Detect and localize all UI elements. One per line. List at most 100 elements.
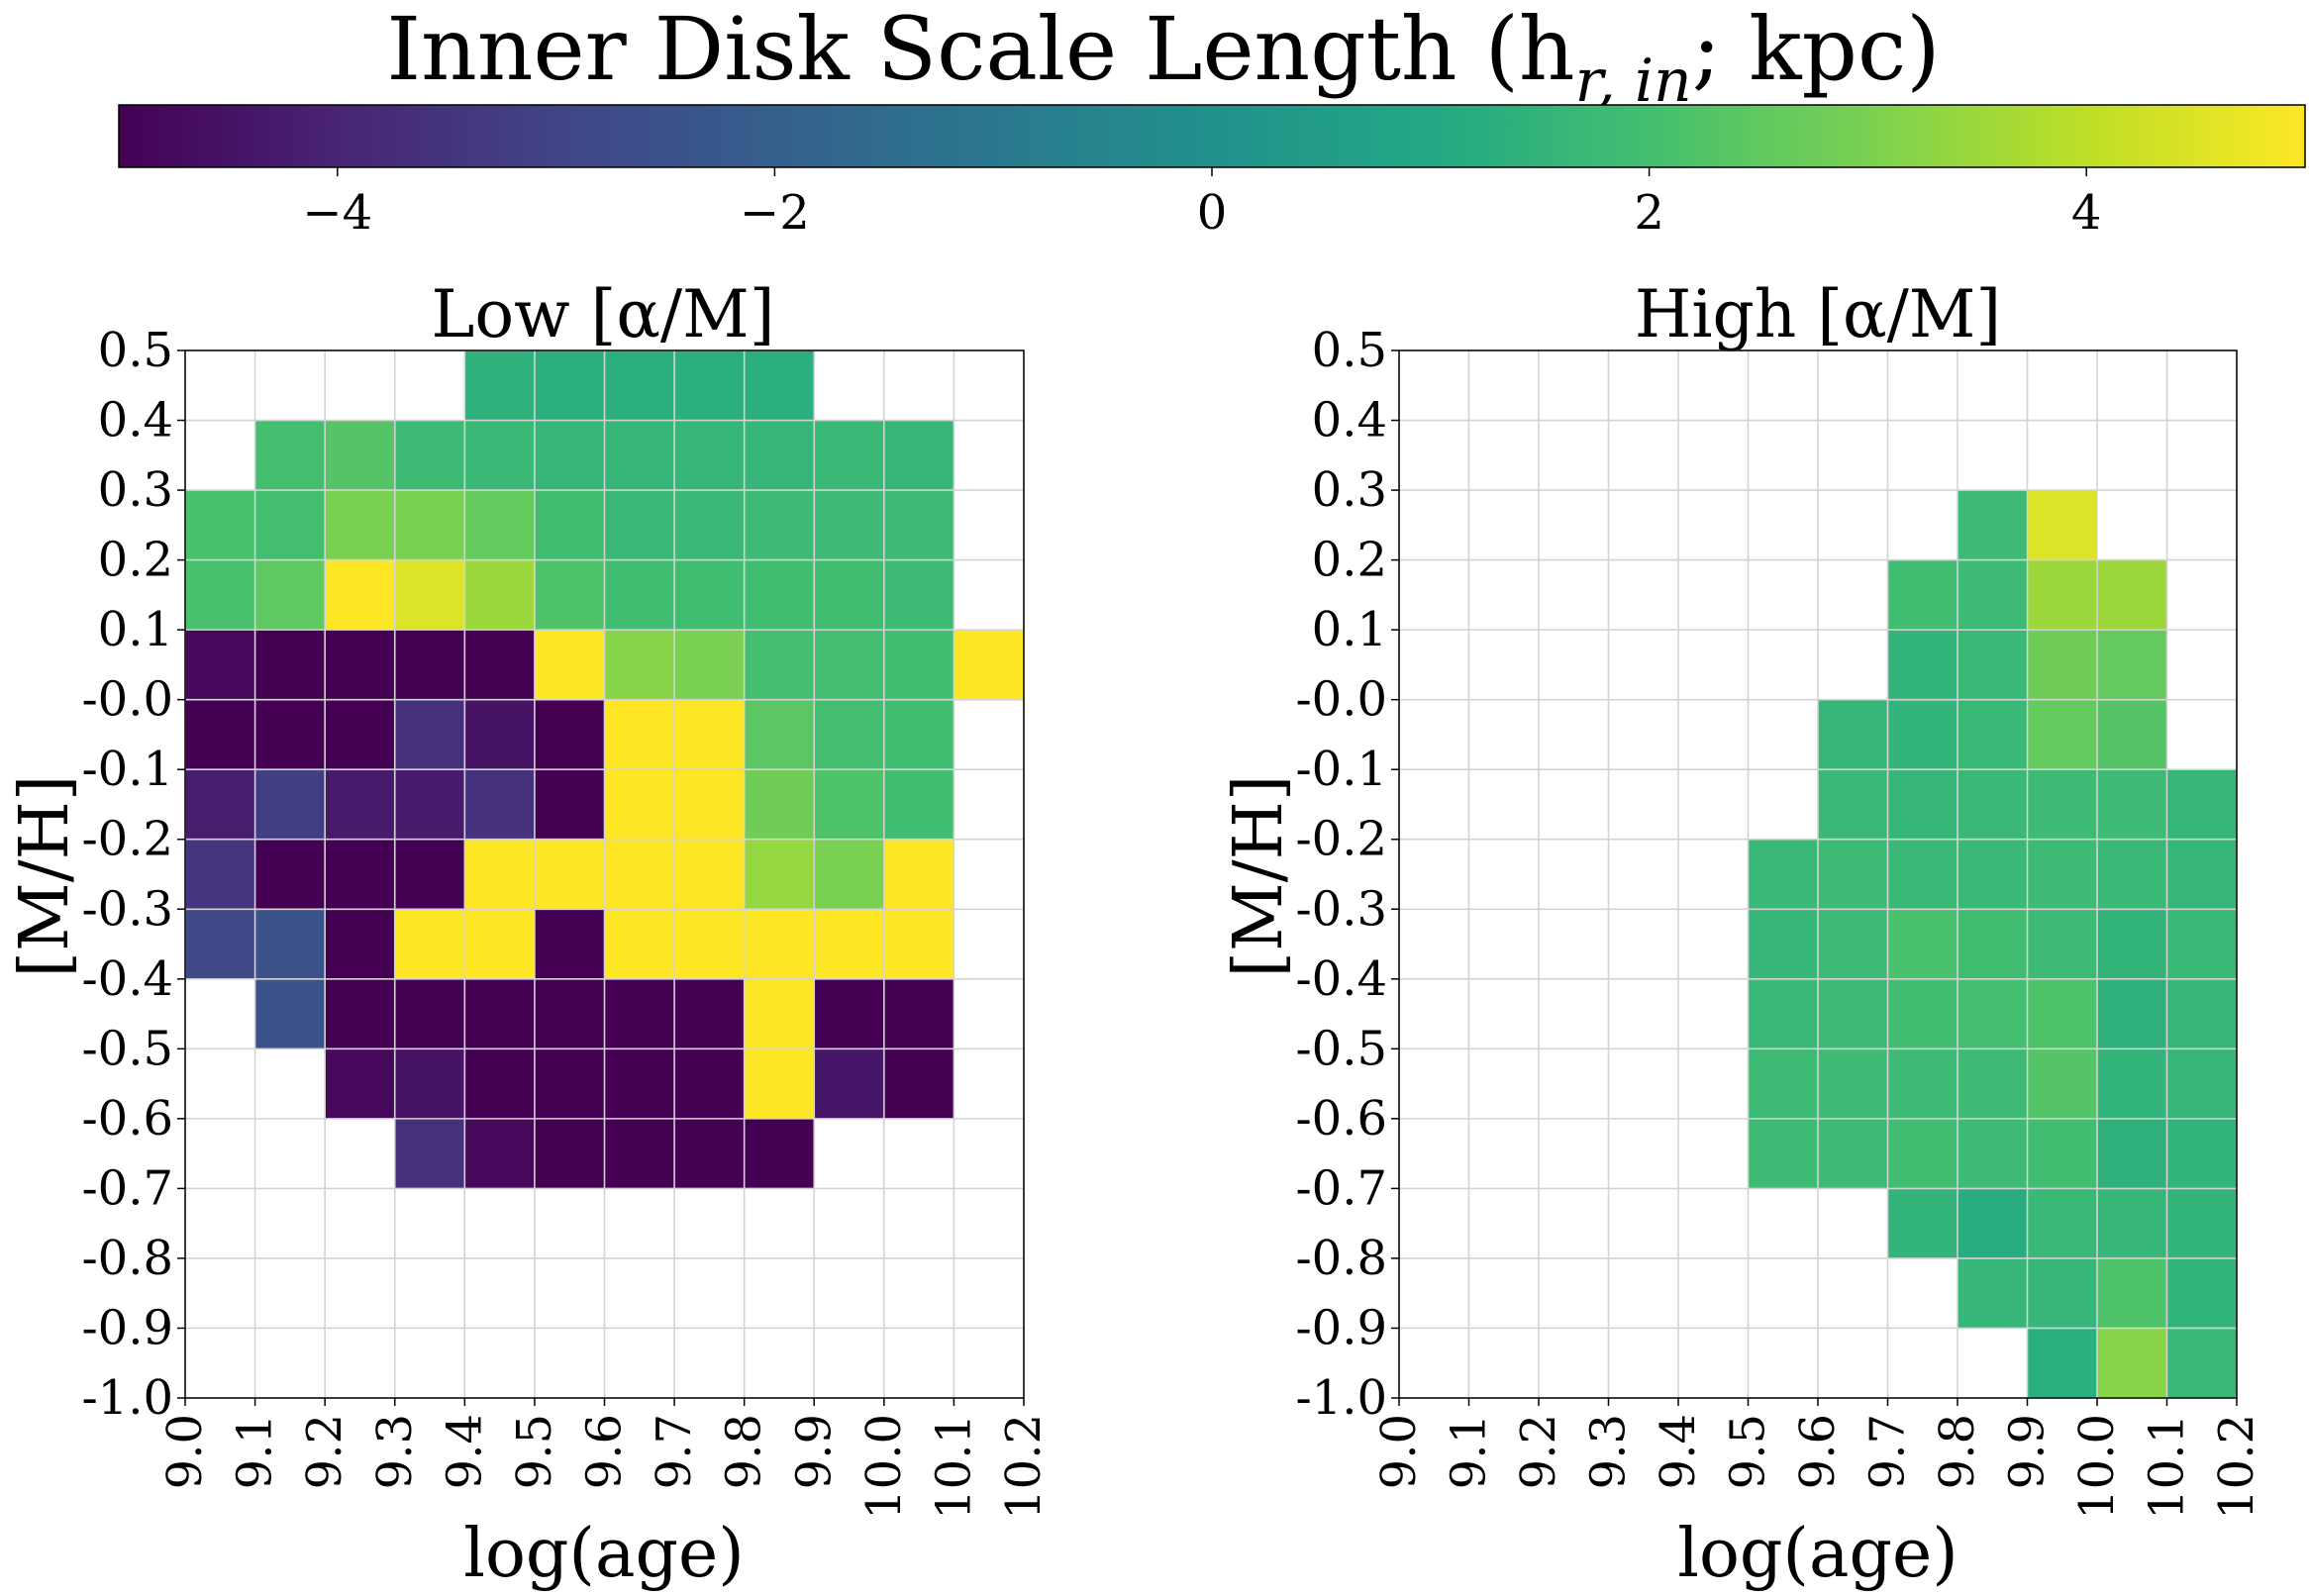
heatmap-cell bbox=[2097, 1257, 2167, 1329]
x-tick-label: 9.3 bbox=[367, 1414, 423, 1489]
heatmap-cell bbox=[2097, 1188, 2167, 1258]
heatmap-cell bbox=[325, 699, 395, 770]
heatmap-cell bbox=[464, 1118, 535, 1189]
x-tick-label: 9.7 bbox=[1860, 1414, 1916, 1489]
heatmap-cell bbox=[883, 909, 954, 979]
y-tick-label: 0.4 bbox=[1312, 393, 1387, 449]
heatmap-cell bbox=[883, 420, 954, 491]
heatmap-cell bbox=[604, 630, 675, 700]
x-tick-label: 10.1 bbox=[926, 1414, 981, 1520]
heatmap-cell bbox=[534, 978, 605, 1049]
heatmap-cell bbox=[1958, 978, 2028, 1049]
heatmap-cell bbox=[2027, 839, 2097, 910]
heatmap-cell bbox=[1748, 839, 1818, 910]
heatmap-cell bbox=[814, 630, 884, 700]
heatmap-cell bbox=[1748, 1048, 1818, 1119]
heatmap-cell bbox=[1958, 769, 2028, 840]
heatmap-cell bbox=[674, 839, 745, 910]
y-tick-label: -1.0 bbox=[81, 1370, 173, 1426]
heatmap-cell bbox=[394, 699, 465, 770]
heatmap-cell bbox=[394, 559, 465, 631]
x-tick-label: 9.5 bbox=[507, 1414, 562, 1489]
heatmap-cell bbox=[604, 839, 675, 910]
heatmap-cell bbox=[814, 490, 884, 560]
heatmap-cell bbox=[604, 1048, 675, 1119]
y-tick-label: -1.0 bbox=[1295, 1370, 1387, 1426]
heatmap-cell bbox=[1818, 769, 1888, 840]
heatmap-cell bbox=[744, 559, 815, 631]
heatmap-cell bbox=[2166, 978, 2237, 1049]
colorbar-gradient bbox=[118, 104, 2306, 168]
heatmap-cell bbox=[883, 630, 954, 700]
heatmap-cell bbox=[674, 769, 745, 840]
heatmap-cell bbox=[394, 769, 465, 840]
heatmap-cell bbox=[2027, 559, 2097, 631]
heatmap-cell bbox=[2027, 1328, 2097, 1398]
heatmap-cell bbox=[325, 769, 395, 840]
heatmap-cell bbox=[394, 1048, 465, 1119]
heatmap-cell bbox=[1887, 1048, 1958, 1119]
x-tick-label: 9.4 bbox=[1651, 1414, 1706, 1489]
heatmap-cell bbox=[814, 839, 884, 910]
heatmap-cell bbox=[394, 839, 465, 910]
y-tick-label: -0.9 bbox=[1295, 1300, 1387, 1355]
x-tick-label: 9.1 bbox=[1442, 1414, 1497, 1489]
y-tick-label: 0.2 bbox=[1312, 533, 1387, 588]
colorbar-title: Inner Disk Scale Length (hr, in; kpc) bbox=[386, 0, 1940, 116]
heatmap-cell bbox=[883, 559, 954, 631]
heatmap-cell bbox=[2097, 1328, 2167, 1398]
heatmap-cell bbox=[2097, 769, 2167, 840]
heatmap-cell bbox=[464, 699, 535, 770]
heatmap-cell bbox=[1958, 909, 2028, 979]
heatmap-cell bbox=[814, 559, 884, 631]
heatmap-cell bbox=[604, 909, 675, 979]
y-tick-label: 0.4 bbox=[98, 393, 173, 449]
x-tick-label: 9.6 bbox=[577, 1414, 633, 1489]
y-tick-label: -0.4 bbox=[1295, 951, 1387, 1007]
heatmap-cells-high-alpha bbox=[1748, 490, 2237, 1398]
grid-low-alpha bbox=[184, 349, 1025, 1399]
heatmap-cell bbox=[1958, 839, 2028, 910]
heatmap-cell bbox=[954, 630, 1024, 700]
y-tick-label: 0.5 bbox=[1312, 323, 1387, 378]
heatmap-cell bbox=[185, 699, 255, 770]
heatmap-cell bbox=[464, 630, 535, 700]
heatmap-cell bbox=[1887, 559, 1958, 631]
heatmap-cell bbox=[2027, 490, 2097, 560]
x-tick-label: 9.8 bbox=[1930, 1414, 1985, 1489]
heatmap-cell bbox=[185, 559, 255, 631]
heatmap-cell bbox=[1958, 630, 2028, 700]
heatmap-cell bbox=[254, 490, 326, 560]
x-ticks-high-alpha: 9.0 9.1 9.2 9.3 9.4 9.5 9.6 9.7 9.8 9.9 10.0 10.1 10… bbox=[1371, 1398, 2264, 1520]
heatmap-cell bbox=[814, 1048, 884, 1119]
heatmap-cell bbox=[2097, 559, 2167, 631]
heatmap-cell bbox=[674, 909, 745, 979]
high-alpha-panel: High [α/M] 9.0 9.1 9.2 9.3 9.4 9.5 9.6 9.7 9.8 9.… bbox=[1220, 276, 2264, 1593]
heatmap-cell bbox=[814, 909, 884, 979]
x-tick-label: 9.9 bbox=[786, 1414, 842, 1489]
y-tick-label: -0.5 bbox=[1295, 1021, 1387, 1076]
y-tick-label: -0.3 bbox=[81, 881, 173, 937]
heatmap-cell bbox=[2166, 1188, 2237, 1258]
x-tick-label: 9.0 bbox=[1371, 1414, 1427, 1489]
heatmap-cell bbox=[674, 490, 745, 560]
heatmap-cell bbox=[674, 1118, 745, 1189]
heatmap-cell bbox=[534, 769, 605, 840]
heatmap-cell bbox=[394, 909, 465, 979]
heatmap-cell bbox=[2027, 699, 2097, 770]
y-tick-label: 0.3 bbox=[1312, 462, 1387, 518]
heatmap-cell bbox=[534, 420, 605, 491]
heatmap-cell bbox=[2166, 1328, 2237, 1398]
heatmap-cell bbox=[1887, 630, 1958, 700]
heatmap-cell bbox=[744, 1118, 815, 1189]
y-tick-label: -0.7 bbox=[1295, 1160, 1387, 1216]
heatmap-cell bbox=[534, 630, 605, 700]
heatmap-cell bbox=[674, 699, 745, 770]
heatmap-cell bbox=[2166, 909, 2237, 979]
heatmap-cell bbox=[464, 559, 535, 631]
heatmap-cell bbox=[394, 630, 465, 700]
heatmap-cell bbox=[744, 909, 815, 979]
heatmap-cell bbox=[254, 420, 326, 491]
x-tick-label: 9.5 bbox=[1721, 1414, 1776, 1489]
